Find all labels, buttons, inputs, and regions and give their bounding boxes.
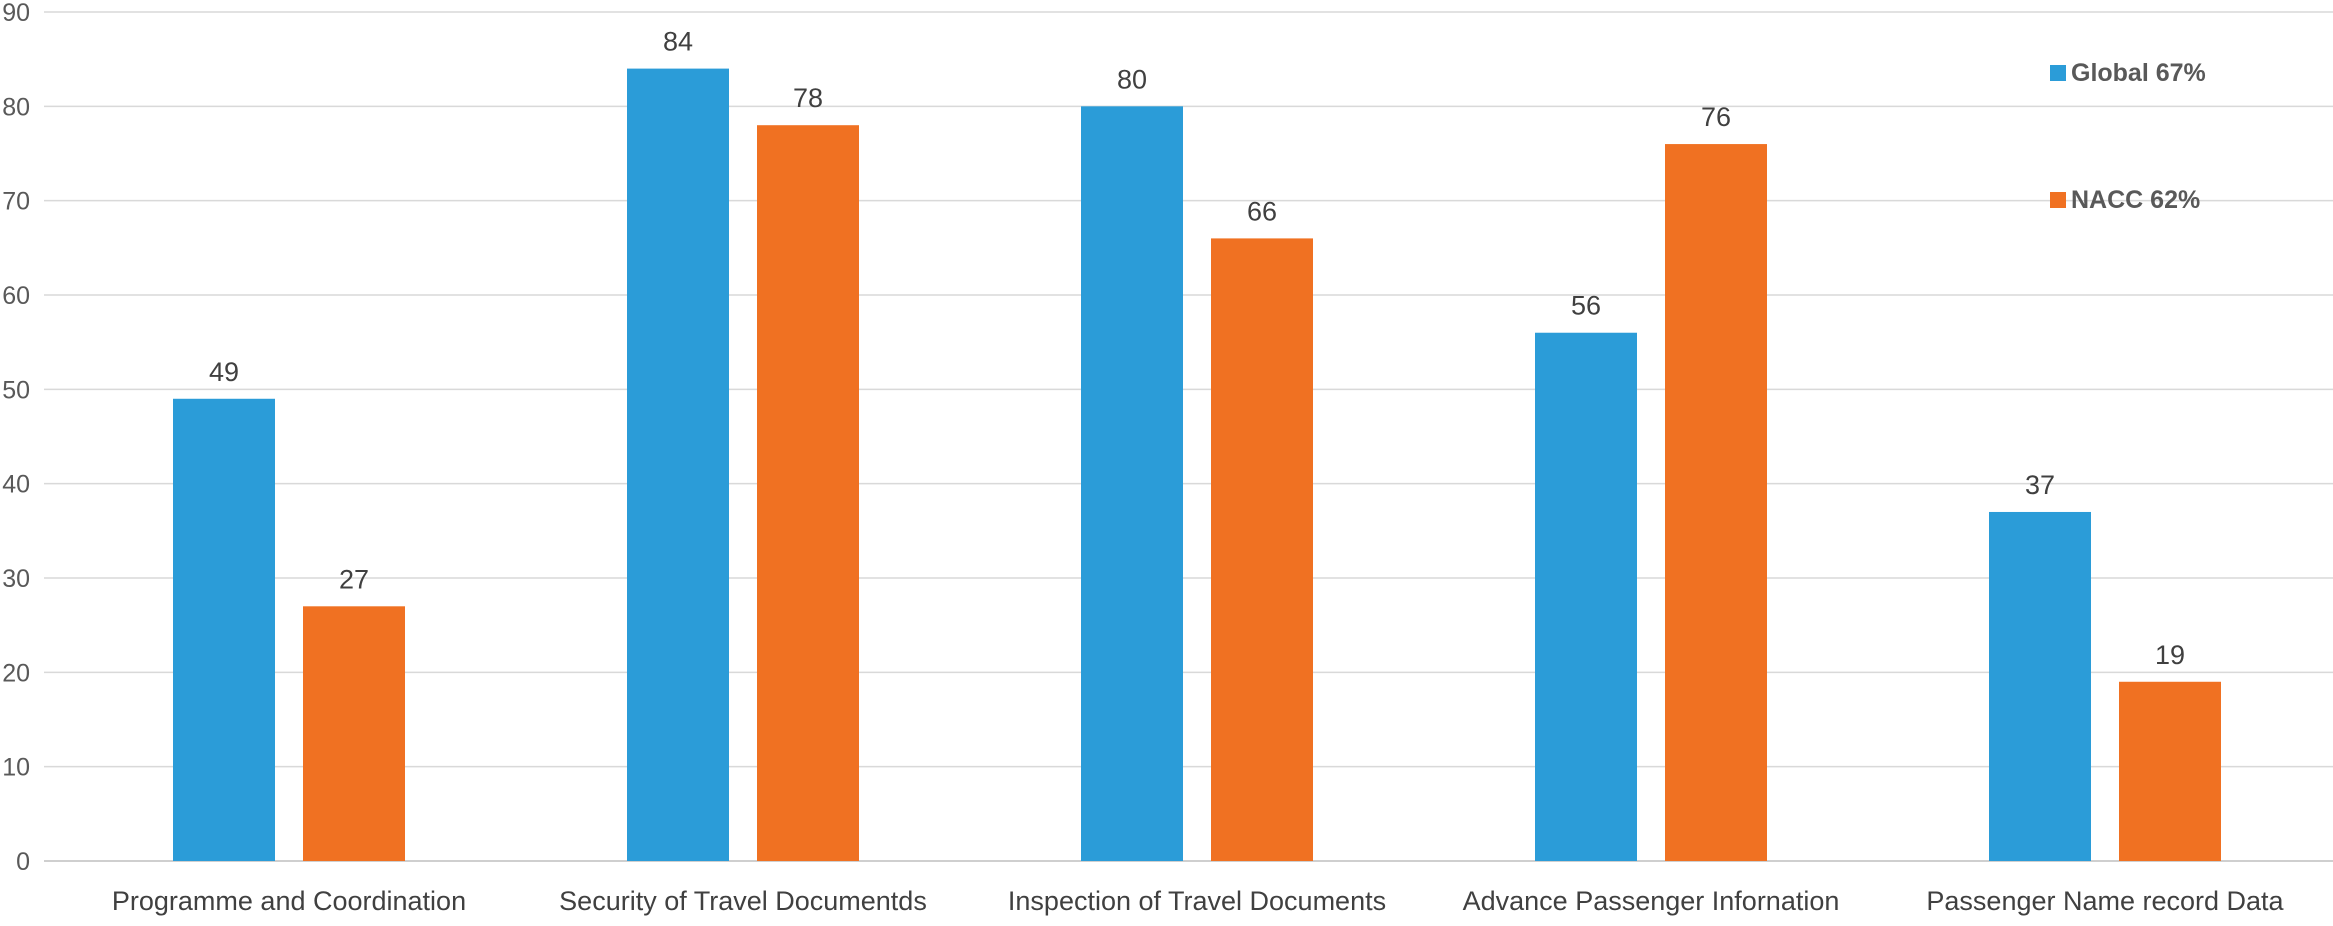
x-category-label: Passenger Name record Data [1926,886,2284,916]
x-category-label: Advance Passenger Infornation [1463,886,1840,916]
bar-global-1 [627,68,729,862]
bar-nacc-4 [2119,681,2221,861]
data-label: 84 [663,27,693,57]
bar-global-2 [1081,106,1183,862]
y-axis-tick-labels: 0 10 20 30 40 50 60 70 80 90 [2,0,30,876]
y-tick-label: 40 [2,471,30,499]
legend-swatch-nacc [2050,192,2066,208]
bar-global-3 [1535,332,1637,861]
bar-global-4 [1989,511,2091,861]
data-label: 49 [209,357,239,387]
bars [173,68,2221,862]
y-tick-label: 90 [2,0,30,27]
bar-nacc-3 [1665,144,1767,862]
y-tick-label: 50 [2,376,30,404]
bar-global-0 [173,398,275,861]
y-tick-label: 0 [16,848,30,876]
data-label: 66 [1247,196,1277,226]
data-label: 78 [793,83,823,113]
y-tick-label: 30 [2,565,30,593]
data-label: 27 [339,564,369,594]
x-axis-category-labels: Programme and Coordination Security of Tr… [112,886,2285,916]
legend-label-nacc: NACC 62% [2071,186,2200,214]
x-category-label: Security of Travel Documentds [559,886,927,916]
x-category-label: Programme and Coordination [112,886,466,916]
y-tick-label: 60 [2,282,30,310]
legend-swatch-global [2050,65,2066,81]
bar-nacc-2 [1211,238,1313,861]
y-tick-label: 70 [2,188,30,216]
bar-nacc-0 [303,606,405,861]
data-label: 76 [1701,102,1731,132]
data-label: 19 [2155,640,2185,670]
gridlines [44,11,2333,862]
data-label: 80 [1117,64,1147,94]
bar-nacc-1 [757,125,859,861]
data-label: 56 [1571,291,1601,321]
legend: Global 67% NACC 62% [2050,59,2206,214]
y-tick-label: 20 [2,659,30,687]
data-labels: 49 84 80 56 37 27 78 66 76 19 [209,27,2185,670]
x-category-label: Inspection of Travel Documents [1008,886,1386,916]
legend-label-global: Global 67% [2071,59,2206,87]
data-label: 37 [2025,470,2055,500]
y-tick-label: 10 [2,754,30,782]
y-tick-label: 80 [2,93,30,121]
